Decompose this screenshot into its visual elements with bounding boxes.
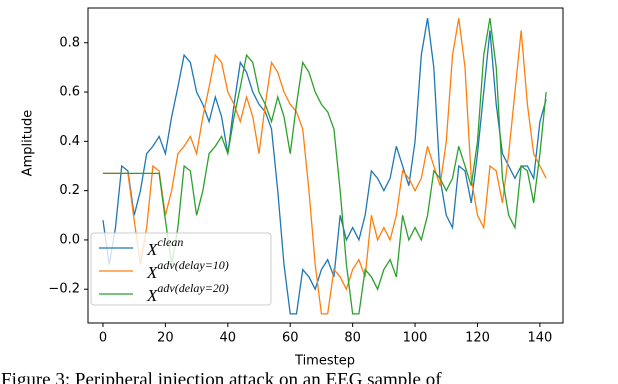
x-tick-label: 100 xyxy=(403,331,428,346)
x-tick-label: 80 xyxy=(344,331,361,346)
x-tick-label: 120 xyxy=(465,331,490,346)
caption: Figure 3: Peripheral injection attack on… xyxy=(1,369,442,384)
legend-box xyxy=(90,232,272,306)
series-line xyxy=(102,18,547,315)
x-tick-label: 20 xyxy=(157,331,174,346)
y-tick-label: 0.4 xyxy=(59,134,80,149)
x-axis-label: Timestep xyxy=(294,354,355,369)
series-line xyxy=(102,18,547,315)
legend-name: X xyxy=(146,240,158,259)
y-tick-label: 0.6 xyxy=(59,85,80,100)
y-axis-label: Amplitude xyxy=(21,110,36,177)
x-tick-label: 60 xyxy=(282,331,299,346)
x-tick-label: 0 xyxy=(99,331,107,346)
y-tick-label: −0.2 xyxy=(48,282,80,297)
x-tick-label: 140 xyxy=(527,331,552,346)
plot-frame xyxy=(87,7,564,324)
legend-superscript: adv(delay=20) xyxy=(157,281,228,295)
legend-label: Xadv(delay=10) xyxy=(146,258,229,282)
legend-label: Xadv(delay=20) xyxy=(146,281,229,305)
legend-label: Xclean xyxy=(146,235,183,259)
legend-name: X xyxy=(146,286,158,305)
y-tick-label: 0.0 xyxy=(59,232,80,247)
legend-superscript: adv(delay=10) xyxy=(157,258,228,272)
x-tick-label: 40 xyxy=(220,331,237,346)
legend-name: X xyxy=(146,263,158,282)
y-tick-label: 0.2 xyxy=(59,183,80,198)
y-tick-label: 0.8 xyxy=(59,35,80,50)
legend-superscript: clean xyxy=(157,235,183,249)
